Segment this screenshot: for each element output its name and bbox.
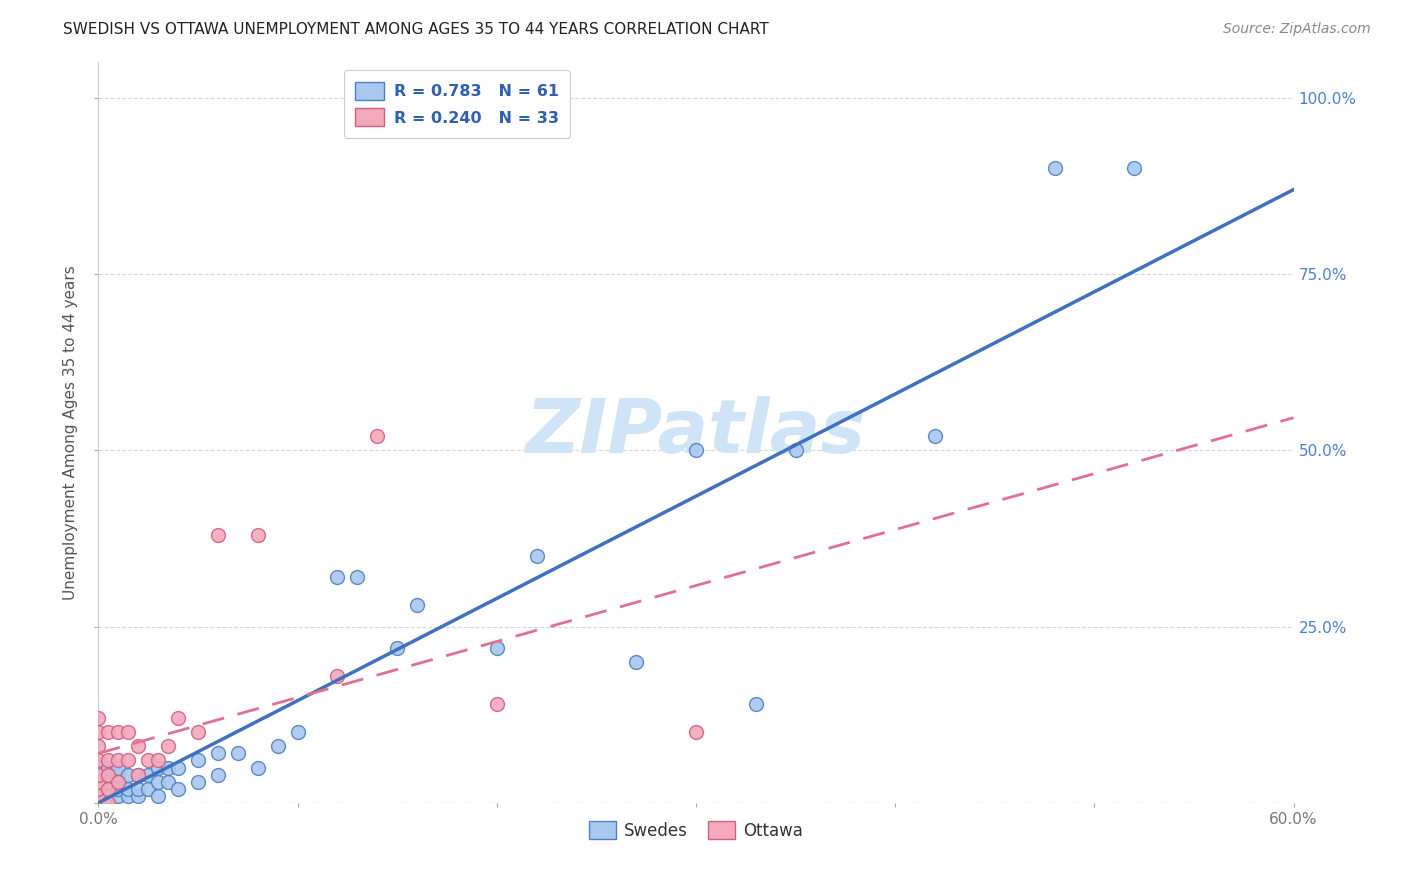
Text: Source: ZipAtlas.com: Source: ZipAtlas.com	[1223, 22, 1371, 37]
Point	[87, 774, 110, 789]
Point	[127, 767, 149, 781]
Point	[107, 760, 129, 774]
Legend: Swedes, Ottawa: Swedes, Ottawa	[582, 814, 810, 847]
Point	[127, 789, 149, 803]
Point	[117, 789, 139, 803]
Point	[87, 754, 110, 768]
Point	[127, 781, 149, 796]
Point	[148, 754, 170, 768]
Point	[97, 767, 120, 781]
Point	[87, 767, 110, 781]
Point	[107, 725, 129, 739]
Point	[87, 725, 110, 739]
Point	[485, 697, 508, 711]
Point	[117, 754, 139, 768]
Text: ZIPatlas: ZIPatlas	[526, 396, 866, 469]
Y-axis label: Unemployment Among Ages 35 to 44 years: Unemployment Among Ages 35 to 44 years	[63, 265, 79, 600]
Point	[136, 754, 159, 768]
Point	[97, 796, 120, 810]
Point	[526, 549, 548, 563]
Point	[685, 443, 707, 458]
Point	[97, 781, 120, 796]
Point	[246, 760, 269, 774]
Point	[87, 796, 110, 810]
Point	[187, 725, 209, 739]
Point	[148, 774, 170, 789]
Point	[87, 711, 110, 725]
Point	[346, 570, 368, 584]
Point	[207, 747, 229, 761]
Point	[117, 781, 139, 796]
Point	[87, 760, 110, 774]
Point	[87, 796, 110, 810]
Point	[97, 774, 120, 789]
Point	[136, 781, 159, 796]
Point	[136, 767, 159, 781]
Point	[485, 640, 508, 655]
Point	[326, 669, 349, 683]
Point	[107, 781, 129, 796]
Point	[97, 789, 120, 803]
Point	[117, 767, 139, 781]
Point	[167, 760, 190, 774]
Point	[406, 599, 429, 613]
Point	[87, 796, 110, 810]
Text: SWEDISH VS OTTAWA UNEMPLOYMENT AMONG AGES 35 TO 44 YEARS CORRELATION CHART: SWEDISH VS OTTAWA UNEMPLOYMENT AMONG AGE…	[63, 22, 769, 37]
Point	[107, 774, 129, 789]
Point	[187, 774, 209, 789]
Point	[87, 796, 110, 810]
Point	[685, 725, 707, 739]
Point	[226, 747, 249, 761]
Point	[167, 711, 190, 725]
Point	[117, 725, 139, 739]
Point	[207, 528, 229, 542]
Point	[157, 739, 180, 754]
Point	[97, 725, 120, 739]
Point	[246, 528, 269, 542]
Point	[157, 760, 180, 774]
Point	[97, 767, 120, 781]
Point	[87, 789, 110, 803]
Point	[267, 739, 290, 754]
Point	[187, 754, 209, 768]
Point	[97, 781, 120, 796]
Point	[87, 781, 110, 796]
Point	[87, 781, 110, 796]
Point	[107, 789, 129, 803]
Point	[97, 760, 120, 774]
Point	[924, 429, 946, 443]
Point	[87, 796, 110, 810]
Point	[785, 443, 807, 458]
Point	[148, 760, 170, 774]
Point	[626, 655, 648, 669]
Point	[87, 774, 110, 789]
Point	[167, 781, 190, 796]
Point	[107, 774, 129, 789]
Point	[87, 789, 110, 803]
Point	[148, 789, 170, 803]
Point	[1043, 161, 1066, 176]
Point	[745, 697, 768, 711]
Point	[97, 796, 120, 810]
Point	[287, 725, 309, 739]
Point	[107, 754, 129, 768]
Point	[127, 767, 149, 781]
Point	[87, 739, 110, 754]
Point	[97, 754, 120, 768]
Point	[87, 767, 110, 781]
Point	[87, 781, 110, 796]
Point	[107, 767, 129, 781]
Point	[207, 767, 229, 781]
Point	[157, 774, 180, 789]
Point	[326, 570, 349, 584]
Point	[87, 789, 110, 803]
Point	[1123, 161, 1146, 176]
Point	[366, 429, 388, 443]
Point	[385, 640, 409, 655]
Point	[127, 739, 149, 754]
